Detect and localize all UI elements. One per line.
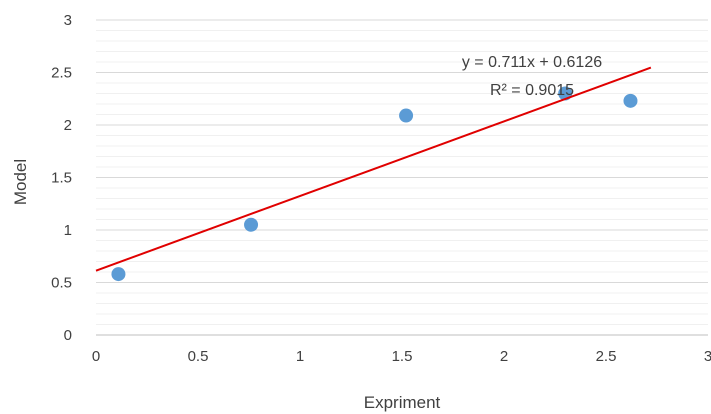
data-points bbox=[111, 86, 638, 282]
data-point bbox=[623, 93, 638, 108]
x-tick-label: 2 bbox=[500, 348, 508, 365]
trendline-r-squared: R² = 0.9015 bbox=[490, 82, 574, 99]
major-gridlines bbox=[96, 19, 708, 283]
y-tick-label: 2.5 bbox=[51, 65, 72, 82]
x-tick-label: 1 bbox=[296, 348, 304, 365]
y-tick-label: 0.5 bbox=[51, 275, 72, 292]
y-tick-labels: 0 0.5 1 1.5 2 2.5 3 bbox=[51, 12, 72, 344]
x-tick-label: 0 bbox=[92, 348, 100, 365]
x-tick-label: 0.5 bbox=[188, 348, 209, 365]
x-tick-label: 1.5 bbox=[392, 348, 413, 365]
data-point bbox=[244, 217, 259, 232]
y-tick-label: 2 bbox=[64, 117, 72, 134]
data-point bbox=[399, 108, 414, 123]
y-tick-label: 1.5 bbox=[51, 170, 72, 187]
data-point bbox=[111, 267, 126, 282]
x-axis-title: Expriment bbox=[364, 393, 441, 412]
y-tick-label: 3 bbox=[64, 12, 72, 29]
x-tick-label: 3 bbox=[704, 348, 711, 365]
y-tick-label: 1 bbox=[64, 222, 72, 239]
x-tick-label: 2.5 bbox=[596, 348, 617, 365]
minor-gridlines bbox=[96, 30, 708, 325]
trendline-equation: y = 0.711x + 0.6126 bbox=[462, 54, 602, 71]
y-tick-label: 0 bbox=[64, 327, 72, 344]
x-tick-labels: 0 0.5 1 1.5 2 2.5 3 bbox=[92, 348, 711, 365]
trendline bbox=[95, 66, 652, 272]
y-axis-title: Model bbox=[11, 159, 30, 205]
